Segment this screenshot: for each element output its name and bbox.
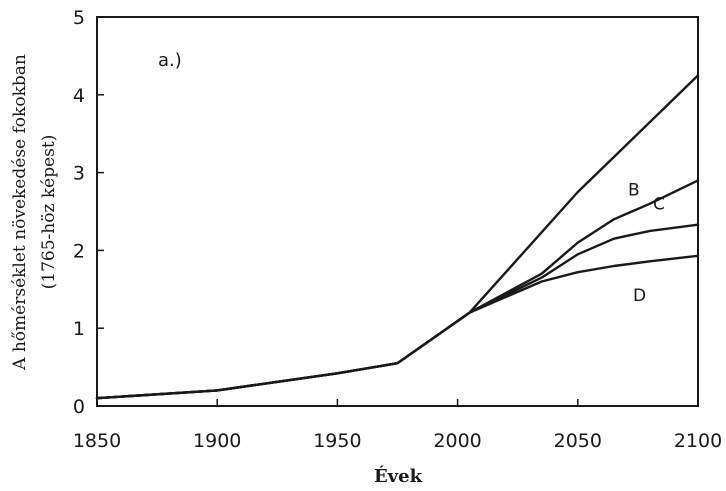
y-axis-title-line1: A hőmérséklet növekedése fokokban [10, 54, 30, 371]
y-tick-label: 3 [73, 163, 85, 185]
x-tick-label: 1850 [73, 430, 121, 452]
x-axis-title: Évek [374, 464, 423, 487]
x-tick-label: 1900 [193, 430, 241, 452]
series-labels: ABCD [628, 180, 665, 306]
y-tick-label: 2 [73, 240, 85, 262]
series-lines [95, 74, 700, 400]
series-label-c: C [653, 195, 665, 215]
x-tick-label: 2050 [554, 430, 602, 452]
series-label-d: D [633, 286, 646, 306]
y-tick-label: 1 [73, 318, 85, 340]
y-tick-label: 4 [73, 85, 85, 107]
y-tick-label: 5 [73, 7, 85, 29]
plot-frame [96, 16, 699, 407]
ticks: 1850 1900 1950 2000 2050 2100 0 1 2 3 4 5 [73, 7, 722, 452]
x-tick-label: 1950 [313, 430, 361, 452]
series-label-b: B [628, 180, 640, 200]
series-line-b [95, 179, 700, 400]
axes [96, 16, 699, 407]
series-line-a [95, 74, 700, 400]
x-tick-label: 2100 [674, 430, 722, 452]
x-tick-label: 2000 [433, 430, 481, 452]
panel-label: a.) [158, 50, 182, 71]
series-line-c [95, 223, 700, 400]
series-line-d [95, 254, 700, 400]
y-axis-title-line2: (1765-höz képest) [39, 135, 59, 290]
y-tick-label: 0 [73, 396, 85, 418]
